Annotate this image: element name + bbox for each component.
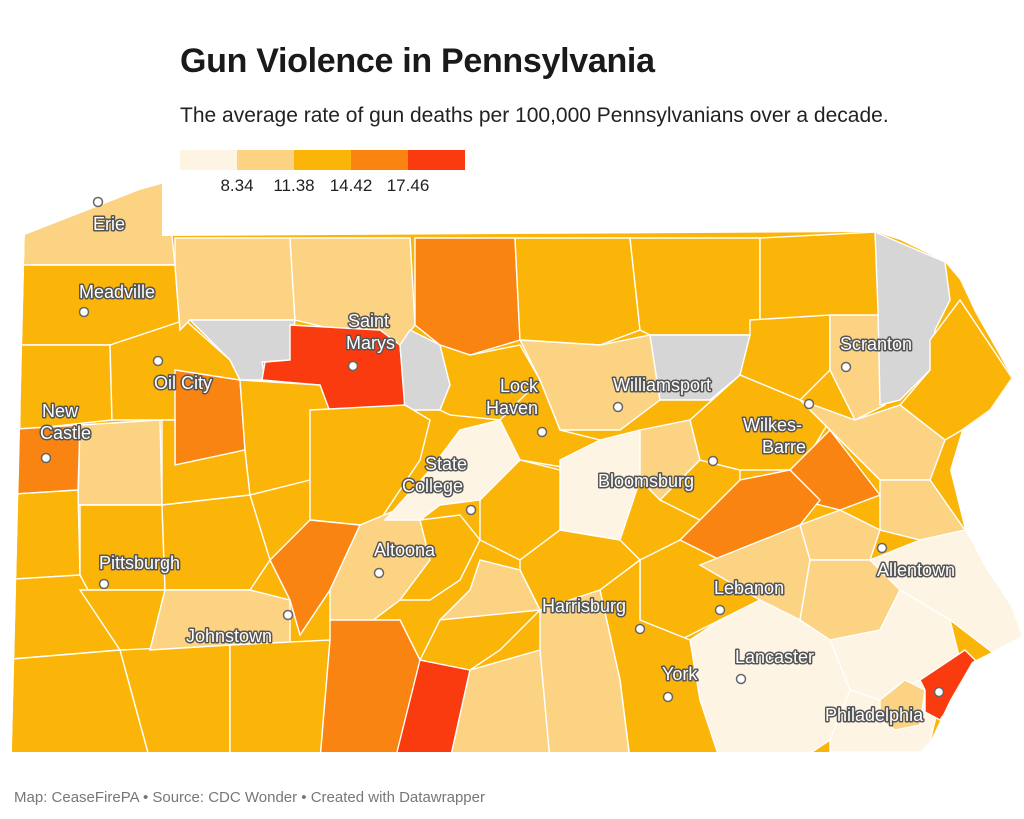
city-label-johnstown: Johnstown bbox=[186, 626, 272, 646]
county-region bbox=[79, 504, 166, 591]
city-label-erie: Erie bbox=[93, 214, 125, 234]
county-region bbox=[414, 237, 521, 356]
city-label-harrisburg: Harrisburg bbox=[542, 596, 626, 616]
city-label-altoona: Altoona bbox=[374, 540, 436, 560]
city-dot bbox=[373, 567, 385, 579]
city-label-williamsport: Williamsport bbox=[613, 375, 711, 395]
city-dot bbox=[735, 673, 747, 685]
city-label-state-college: State College bbox=[402, 454, 467, 496]
city-label-meadville: Meadville bbox=[79, 282, 155, 302]
city-dot bbox=[40, 452, 52, 464]
county-region bbox=[898, 298, 1013, 441]
county-region bbox=[649, 334, 751, 401]
city-label-new-castle: New Castle bbox=[40, 401, 91, 443]
city-label-lebanon: Lebanon bbox=[714, 578, 784, 598]
city-dot bbox=[282, 609, 294, 621]
county-region bbox=[629, 237, 761, 336]
county-region bbox=[438, 559, 542, 621]
map-title: Gun Violence in Pennsylvania bbox=[180, 42, 655, 80]
city-label-philadelphia: Philadelphia bbox=[825, 705, 924, 725]
city-dot bbox=[612, 401, 624, 413]
county-region bbox=[539, 589, 631, 752]
city-label-york: York bbox=[662, 664, 698, 684]
color-legend: 8.34 11.38 14.42 17.46 bbox=[180, 150, 465, 198]
legend-tick: 14.42 bbox=[329, 176, 373, 195]
legend-tick: 17.46 bbox=[386, 176, 430, 195]
county-regions bbox=[12, 184, 1022, 752]
city-dot bbox=[707, 455, 719, 467]
county-region bbox=[12, 649, 151, 752]
county-region bbox=[449, 649, 551, 752]
legend-swatch bbox=[408, 150, 465, 170]
city-dot bbox=[152, 355, 164, 367]
county-region bbox=[229, 639, 331, 752]
city-label-oil-city: Oil City bbox=[154, 373, 212, 393]
county-region bbox=[12, 489, 81, 581]
legend-tick: 11.38 bbox=[273, 176, 315, 195]
city-dot bbox=[840, 361, 852, 373]
county-region bbox=[398, 514, 481, 601]
county-region bbox=[174, 237, 296, 332]
city-label-pittsburgh: Pittsburgh bbox=[99, 553, 180, 573]
city-label-lock-haven: Lock Haven bbox=[486, 376, 539, 418]
city-dot bbox=[714, 604, 726, 616]
city-dot bbox=[465, 504, 477, 516]
city-dot bbox=[876, 542, 888, 554]
county-region bbox=[12, 184, 176, 266]
city-label-saint-marys: Saint Marys bbox=[346, 311, 395, 353]
county-region bbox=[759, 231, 881, 321]
county-region bbox=[514, 237, 641, 346]
source-footer: Map: CeaseFirePA • Source: CDC Wonder • … bbox=[14, 789, 485, 806]
city-label-scranton: Scranton bbox=[840, 334, 912, 354]
county-region bbox=[879, 679, 926, 731]
city-dot bbox=[92, 196, 104, 208]
city-label-lancaster: Lancaster bbox=[735, 647, 814, 667]
city-dot bbox=[803, 398, 815, 410]
map-subtitle: The average rate of gun deaths per 100,0… bbox=[180, 104, 889, 127]
city-dot bbox=[347, 360, 359, 372]
legend-swatch bbox=[237, 150, 294, 170]
city-dot bbox=[634, 623, 646, 635]
city-dot bbox=[933, 686, 945, 698]
city-label-wilkes-barre: Wilkes-Barre bbox=[743, 415, 806, 457]
legend-tick: 8.34 bbox=[220, 176, 254, 195]
city-label-allentown: Allentown bbox=[877, 560, 955, 580]
legend-swatch bbox=[180, 150, 237, 170]
city-label-bloomsburg: Bloomsburg bbox=[598, 471, 694, 491]
county-region bbox=[829, 314, 886, 421]
city-labels: Erie Meadville Oil City New Castle Saint M… bbox=[39, 213, 957, 727]
county-region bbox=[319, 619, 421, 752]
county-region bbox=[799, 399, 946, 481]
legend-swatch bbox=[294, 150, 351, 170]
legend-swatch bbox=[351, 150, 408, 170]
city-dot bbox=[536, 426, 548, 438]
city-dot bbox=[98, 578, 110, 590]
city-markers bbox=[40, 196, 945, 703]
city-dot bbox=[78, 306, 90, 318]
city-dot bbox=[662, 691, 674, 703]
county-region bbox=[161, 494, 271, 591]
